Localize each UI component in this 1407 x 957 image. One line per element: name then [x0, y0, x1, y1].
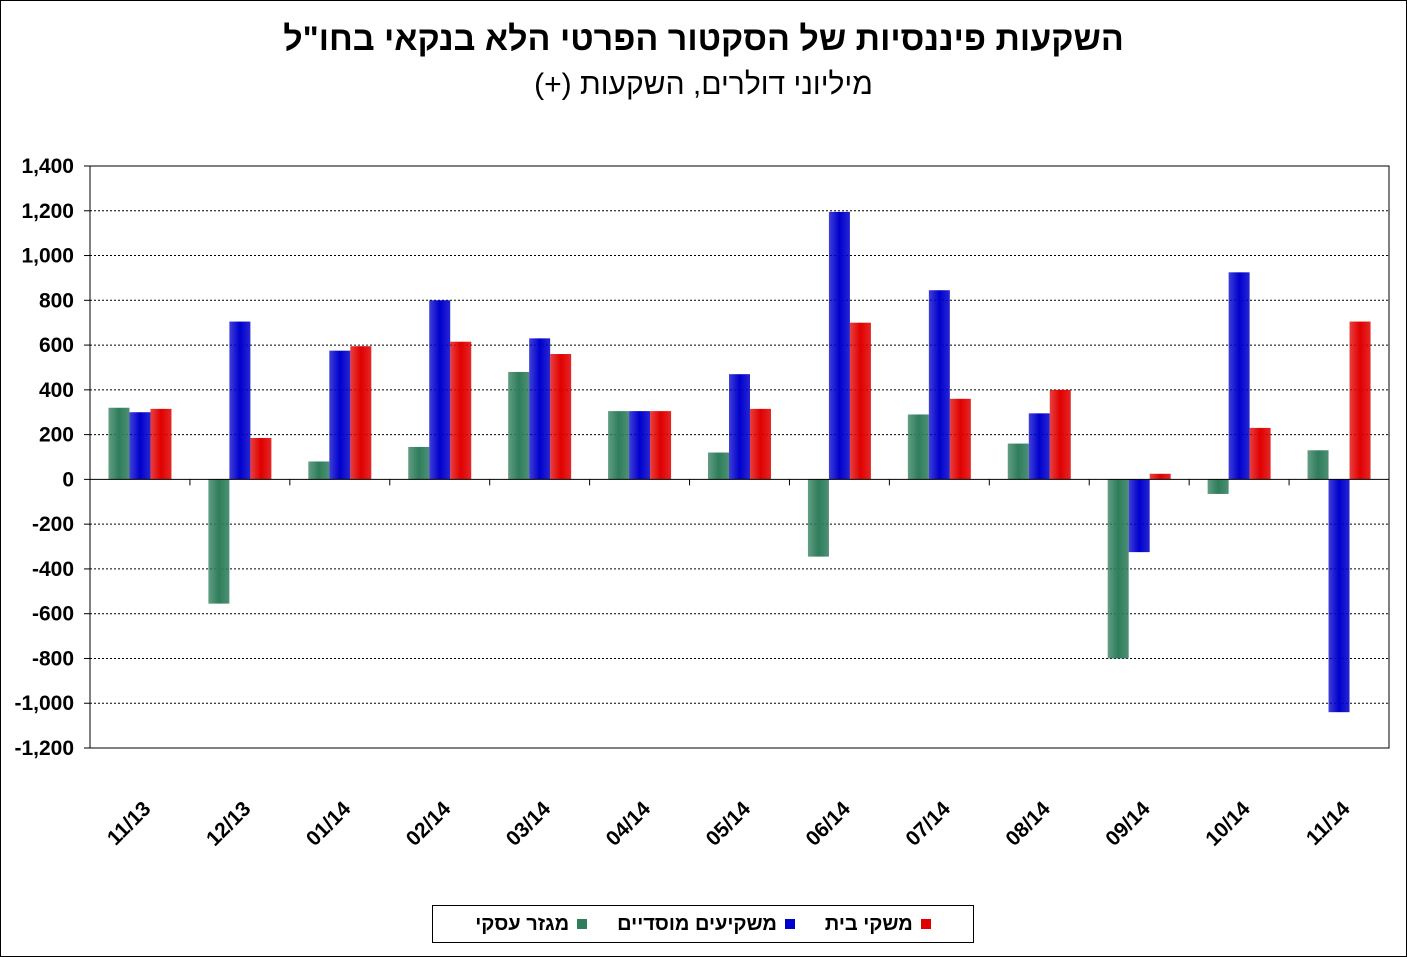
y-tick-label: -1,200 [14, 737, 74, 760]
bar-chart: 1,400 1,200 1,000 800 600 400 200 0 -200 -400 -600… [14, 155, 1390, 851]
bar-business [508, 371, 530, 480]
x-tick-label: 10/14 [1201, 797, 1255, 851]
bar-business [1307, 450, 1329, 480]
bar-households [650, 411, 672, 480]
bar-households [1049, 389, 1071, 480]
legend-label-business: מגזר עסקי [475, 912, 570, 935]
bar-households [1349, 321, 1371, 480]
x-tick-label: 06/14 [802, 797, 856, 851]
x-tick-label: 02/14 [402, 797, 456, 851]
y-tick-label: -200 [32, 513, 74, 536]
legend-swatch-institutional [784, 919, 795, 929]
bar-business [1107, 479, 1129, 659]
y-tick-label: 0 [62, 468, 74, 491]
legend-swatch-households [920, 919, 931, 929]
bar-households [150, 408, 172, 480]
x-tick-label: 07/14 [901, 797, 955, 851]
bar-business [907, 414, 929, 480]
y-tick-label: -800 [32, 647, 74, 670]
legend-item-households: משקי בית [825, 913, 931, 936]
x-tick-label: 09/14 [1101, 797, 1155, 851]
chart-subtitle: מיליוני דולרים, השקעות (+) [534, 68, 873, 101]
bar-institutional [529, 338, 551, 480]
y-tick-label: 1,200 [21, 200, 74, 223]
bar-institutional [329, 350, 351, 480]
bar-business [308, 461, 330, 480]
y-tick-label: -1,000 [14, 692, 74, 715]
bar-business [208, 479, 230, 604]
x-tick-label: 11/14 [1302, 797, 1355, 850]
bar-households [450, 341, 472, 480]
y-tick-label: 200 [39, 424, 74, 447]
x-tick-label: 04/14 [602, 797, 656, 851]
bar-business [408, 446, 430, 480]
bar-institutional [1328, 479, 1350, 713]
bar-institutional [729, 374, 750, 480]
bar-business [807, 479, 829, 557]
bar-households [849, 322, 871, 480]
chart-title: השקעות פיננסיות של הסקטור הפרטי הלא בנקא… [283, 20, 1124, 58]
x-tick-label: 05/14 [702, 797, 756, 851]
bar-institutional [229, 321, 251, 480]
legend-swatch-business [577, 919, 588, 929]
bar-business [608, 411, 630, 480]
bar-institutional [928, 290, 950, 480]
y-tick-labels: 1,400 1,200 1,000 800 600 400 200 0 -200 -400 -600… [14, 155, 74, 760]
legend-label-institutional: משקיעים מוסדיים [617, 912, 777, 935]
bar-institutional [828, 211, 850, 480]
bar-institutional [429, 300, 451, 480]
bar-institutional [1028, 413, 1050, 480]
bar-households [250, 437, 272, 480]
bar-business [708, 452, 729, 480]
y-tick-label: 800 [39, 289, 74, 312]
bar-institutional [1228, 272, 1250, 480]
legend: מגזר עסקי משקיעים מוסדיים משקי בית [432, 905, 974, 943]
y-tick-label: 1,000 [21, 245, 74, 268]
bar-households [550, 354, 572, 480]
x-tick-labels: 11/13 12/13 01/14 02/14 03/14 04/14 05/14 06/14… [103, 797, 1355, 851]
legend-label-households: משקי בית [824, 912, 913, 935]
y-tick-label: -400 [32, 558, 74, 581]
bar-households [949, 398, 971, 480]
x-tick-label: 01/14 [302, 797, 356, 851]
y-tick-label: 600 [39, 334, 74, 357]
bar-business [1007, 443, 1029, 480]
bar-households [750, 408, 771, 480]
bar-institutional [129, 412, 151, 480]
bar-institutional [1128, 479, 1150, 553]
bar-households [1149, 473, 1171, 480]
x-tick-label: 11/13 [103, 797, 156, 850]
x-tick-label: 12/13 [202, 797, 255, 850]
legend-item-business: מגזר עסקי [475, 912, 588, 936]
x-tick-label: 08/14 [1001, 797, 1055, 851]
legend-item-institutional: משקיעים מוסדיים [617, 913, 795, 936]
bars [108, 211, 1371, 713]
y-tick-label: 400 [39, 379, 74, 402]
bar-institutional [629, 411, 651, 480]
bar-households [350, 346, 372, 480]
bar-business [1207, 479, 1229, 494]
y-tick-label: 1,400 [21, 155, 74, 178]
bar-business [108, 407, 130, 480]
x-tick-label: 03/14 [502, 797, 556, 851]
bar-households [1249, 427, 1271, 480]
y-tick-label: -600 [32, 603, 74, 626]
